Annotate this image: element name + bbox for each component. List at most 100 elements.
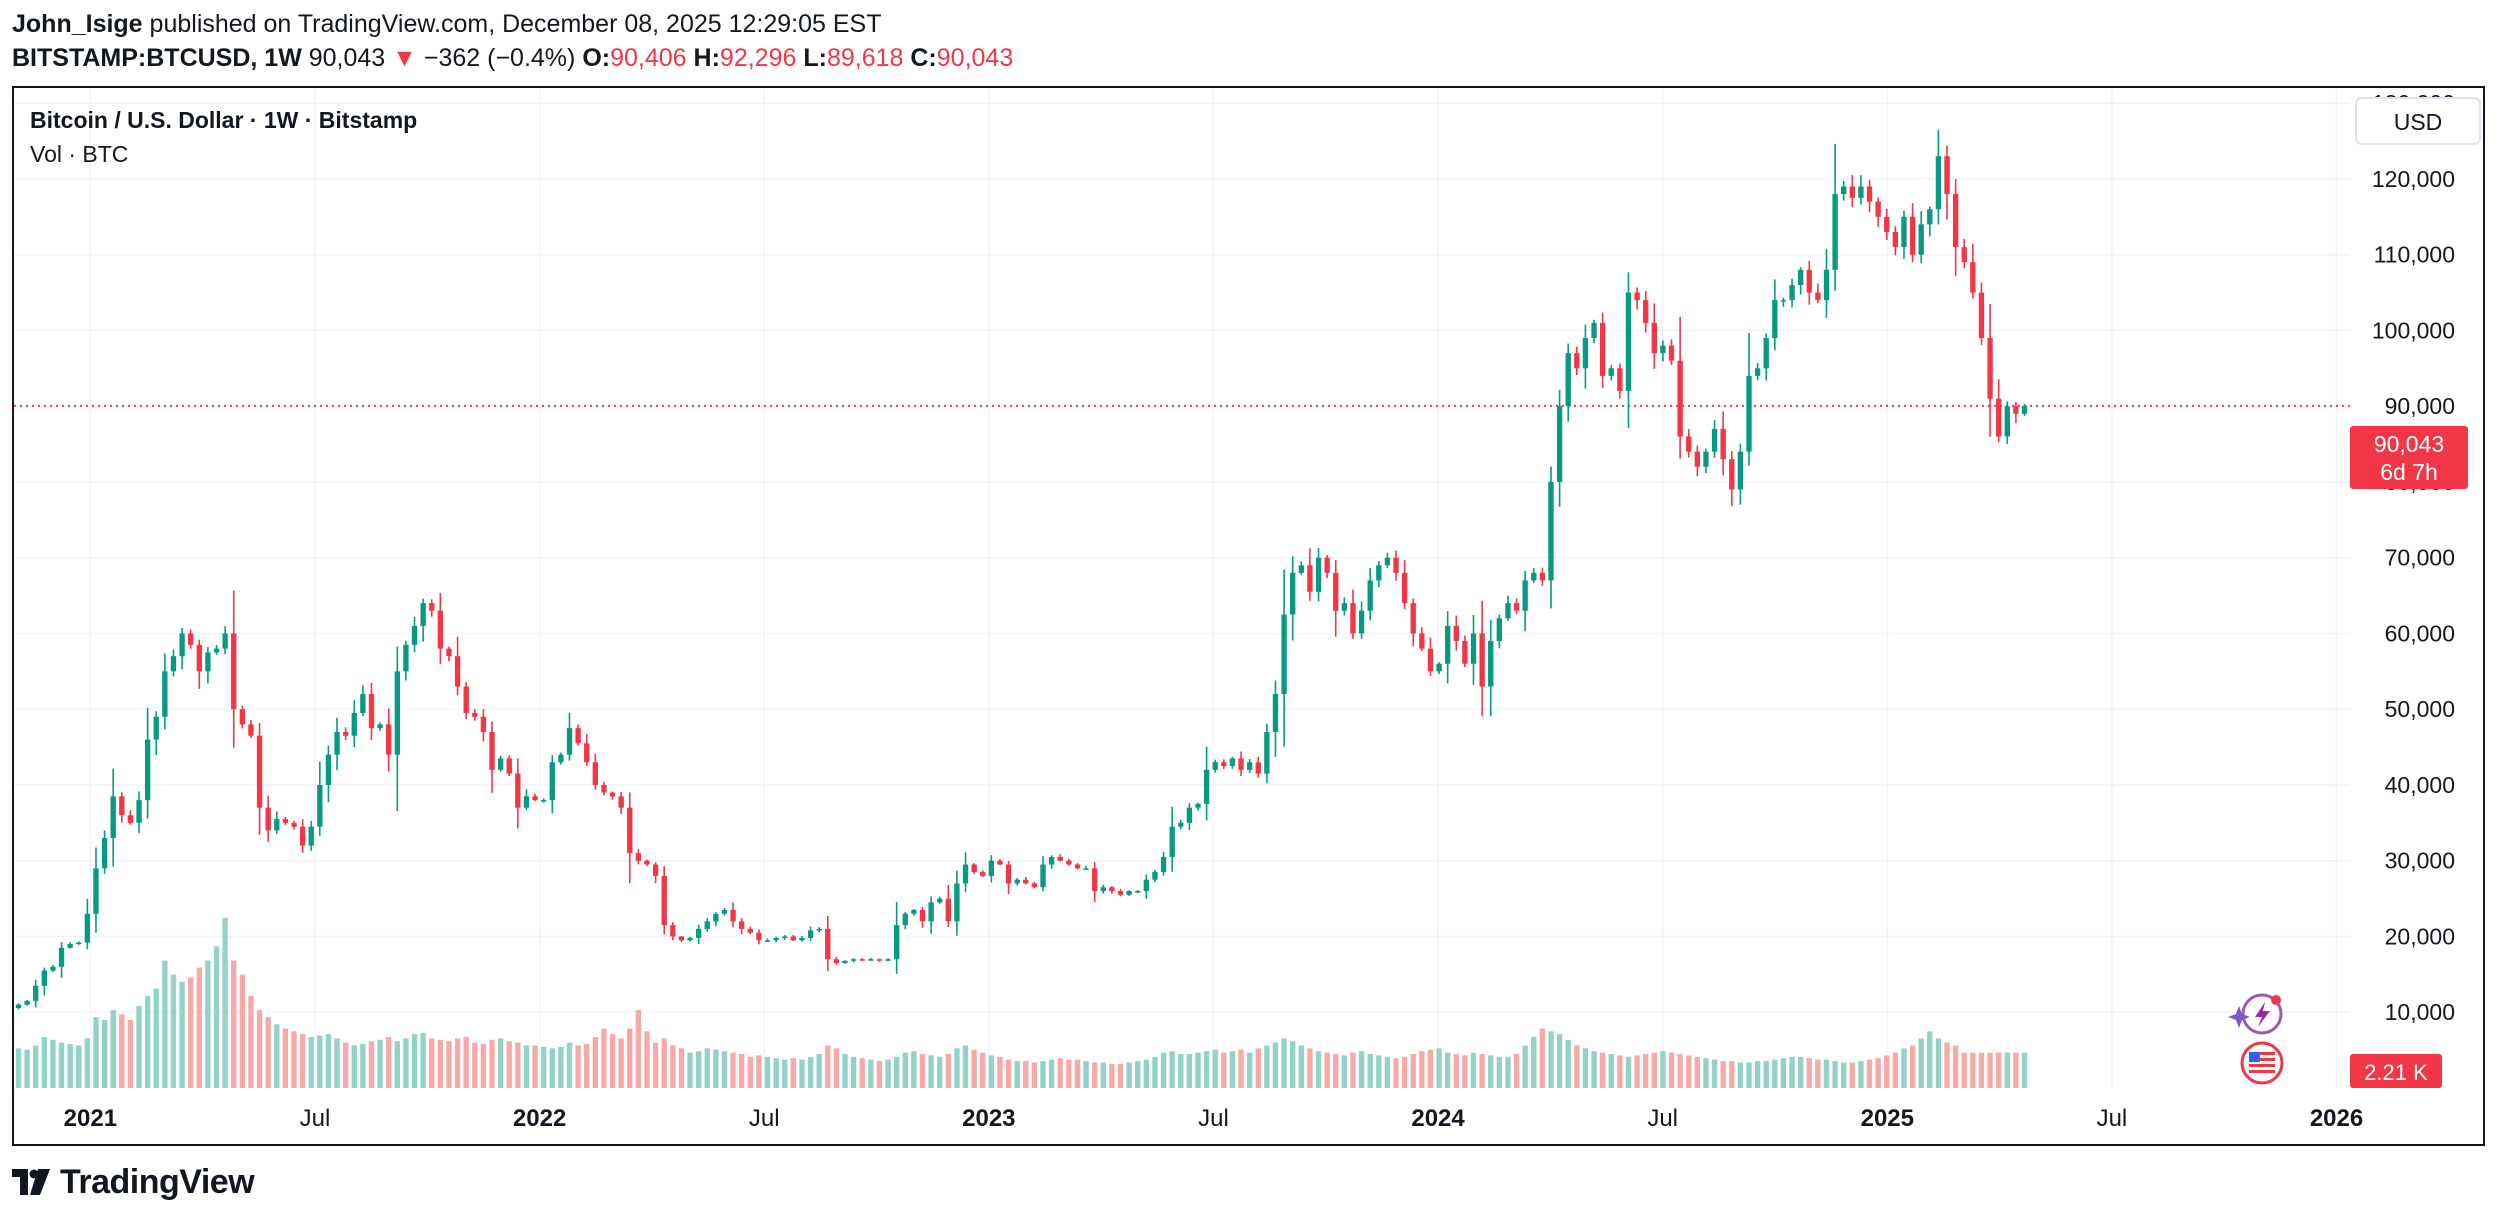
candle-body [1496, 618, 1502, 642]
candle-body [1229, 758, 1236, 767]
low-value: 89,618 [826, 44, 904, 72]
us-flag-event-icon[interactable] [2240, 1041, 2284, 1085]
candle-body [1126, 891, 1132, 895]
candle-body [1866, 186, 1873, 202]
candle-body [885, 959, 891, 961]
candle-body [627, 807, 633, 854]
candle-body [1582, 338, 1589, 369]
price-tag: 90,043 6d 7h [2350, 426, 2468, 489]
candle-body [670, 925, 676, 937]
volume-bar [885, 1059, 891, 1088]
volume-bar [1212, 1049, 1218, 1088]
volume-bar [739, 1054, 745, 1088]
candle-body [84, 913, 91, 943]
lightning-event-icon[interactable] [2228, 993, 2283, 1035]
candle-body [1152, 872, 1158, 880]
time-axis[interactable]: 2021 Jul 2022 Jul 2023 Jul 2024 Jul 2025 Jul 2026 [64, 1105, 2364, 1132]
volume-bar [1556, 1034, 1563, 1088]
price-tag-countdown: 6d 7h [2380, 459, 2438, 485]
candle-body [265, 807, 271, 831]
candle-body [532, 796, 538, 801]
volume-bar [799, 1059, 805, 1088]
volume-bar [420, 1032, 426, 1088]
volume-bar [842, 1054, 848, 1088]
volume-bar [1901, 1048, 1907, 1088]
volume-bar [1005, 1059, 1012, 1088]
author-name[interactable]: John_Isige [12, 10, 143, 38]
volume-bar [713, 1049, 719, 1088]
candle-body [1832, 194, 1838, 270]
candle-body [635, 853, 642, 861]
volume-bar [170, 974, 177, 1088]
candle-body [1298, 565, 1304, 573]
volume-bar [1186, 1054, 1193, 1088]
candle-body [1427, 648, 1434, 672]
candle-body [1083, 868, 1089, 870]
volume-bar [1815, 1059, 1821, 1088]
candle-body [420, 603, 426, 626]
volume-bar [1797, 1056, 1804, 1088]
candle-body [1901, 216, 1907, 248]
candle-body [67, 944, 73, 948]
volume-bar [575, 1045, 581, 1088]
y-tick-label: 110,000 [2374, 242, 2455, 268]
candle-body [1996, 398, 2002, 437]
volume-bar [1599, 1052, 1606, 1088]
volume-bar [463, 1037, 469, 1088]
candle-body [558, 754, 564, 763]
candle-body [179, 633, 185, 657]
candle-body [1711, 428, 1718, 452]
volume-bar [1677, 1054, 1683, 1088]
volume-bar [1023, 1061, 1029, 1088]
candle-body [1014, 879, 1020, 884]
volume-bar [1746, 1062, 1752, 1088]
candle-body [1066, 860, 1072, 865]
volume-bar [1479, 1054, 1485, 1088]
candle-body [601, 784, 607, 793]
volume-bar [1315, 1051, 1322, 1088]
candle-body [1789, 284, 1795, 301]
volume-bar [1160, 1052, 1167, 1088]
volume-bar [1987, 1052, 1993, 1088]
candle-body [368, 694, 375, 729]
candle-body [937, 898, 943, 903]
volume-bar [101, 1020, 108, 1088]
currency-button[interactable]: USD [2355, 97, 2481, 145]
volume-bar [1823, 1059, 1830, 1088]
volume-bar [1376, 1055, 1382, 1088]
candle-body [713, 913, 719, 922]
candle-body [472, 713, 478, 717]
candle-body [1246, 762, 1253, 770]
candle-body [1970, 262, 1976, 293]
candle-body [334, 731, 340, 755]
tradingview-logo[interactable]: TradingView [12, 1162, 255, 1202]
x-tick-label: Jul [749, 1105, 780, 1132]
chart-frame [12, 86, 2485, 1146]
candle-body [127, 815, 134, 823]
volume-bar [1358, 1051, 1365, 1088]
volume-bar [1436, 1048, 1442, 1088]
candle-body [1264, 731, 1270, 774]
candle-body [756, 932, 762, 941]
volume-bar [1668, 1052, 1675, 1088]
volume-bar [1849, 1062, 1855, 1088]
candle-body [2021, 405, 2028, 414]
volume-bar [317, 1035, 323, 1088]
volume-bar [652, 1042, 659, 1088]
volume-bar [1944, 1042, 1950, 1088]
candle-body [825, 928, 831, 960]
candlesticks [15, 130, 2028, 1010]
candle-body [144, 739, 151, 801]
candle-body [1186, 807, 1193, 823]
volume-bar [1513, 1054, 1520, 1088]
candle-body [1057, 856, 1063, 861]
volume-bar [1427, 1049, 1434, 1088]
volume-bar [403, 1038, 409, 1088]
volume-bar [782, 1059, 788, 1088]
volume-bar [764, 1056, 771, 1088]
candle-body [1677, 360, 1683, 437]
candle-body [1436, 663, 1442, 672]
x-tick-label: Jul [300, 1105, 331, 1132]
candle-body [695, 928, 702, 938]
